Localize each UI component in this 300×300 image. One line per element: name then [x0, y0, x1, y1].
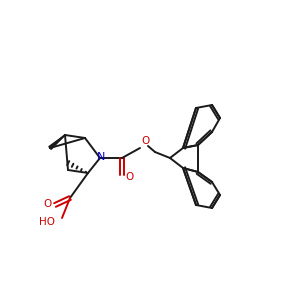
Polygon shape [49, 135, 65, 149]
Text: HO: HO [39, 217, 55, 227]
Text: O: O [44, 199, 52, 209]
Text: O: O [126, 172, 134, 182]
Text: O: O [141, 136, 149, 146]
Text: N: N [97, 152, 105, 162]
